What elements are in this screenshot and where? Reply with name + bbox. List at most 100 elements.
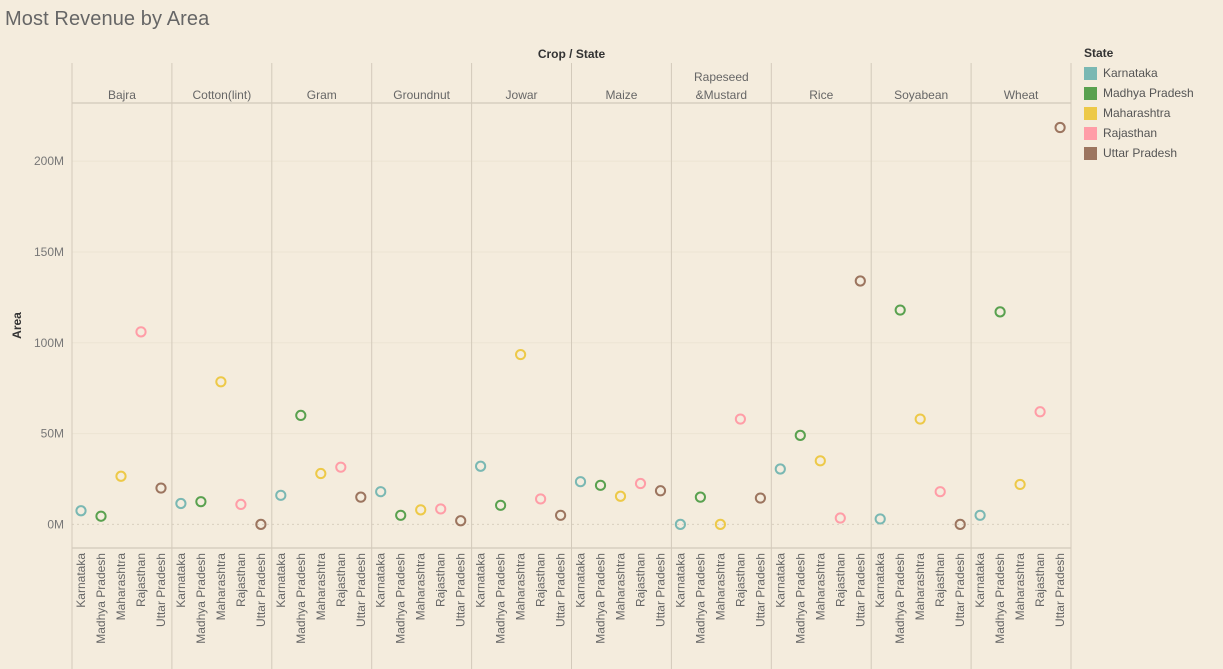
legend-label: Madhya Pradesh <box>1103 86 1194 100</box>
x-tick-label: Rajasthan <box>1033 553 1047 607</box>
data-point <box>135 326 147 338</box>
x-tick-label: Rajasthan <box>833 553 847 607</box>
data-point <box>834 512 846 524</box>
x-tick-label: Madhya Pradesh <box>893 553 907 644</box>
x-tick-label: Karnataka <box>374 553 388 608</box>
x-tick-label: Maharashtra <box>713 553 727 621</box>
data-point <box>814 455 826 467</box>
x-tick-label: Maharashtra <box>414 553 428 621</box>
data-point <box>754 492 767 504</box>
legend[interactable]: State Karnataka Madhya Pradesh Maharashtra… <box>1084 46 1194 163</box>
data-point <box>355 491 367 503</box>
x-tick-label: Uttar Pradesh <box>154 553 168 627</box>
x-tick-label: Maharashtra <box>514 553 528 621</box>
data-point <box>914 413 926 425</box>
y-tick-label: 0M <box>47 517 64 531</box>
data-point <box>1054 121 1066 134</box>
x-tick-label: Maharashtra <box>614 553 628 621</box>
legend-label: Uttar Pradesh <box>1103 146 1178 160</box>
data-point <box>195 496 207 508</box>
y-tick-label: 100M <box>34 336 64 350</box>
data-point <box>734 413 747 425</box>
data-point <box>714 518 727 530</box>
x-tick-label: Madhya Pradesh <box>94 553 108 644</box>
x-tick-label: Uttar Pradesh <box>1053 553 1067 627</box>
data-point <box>535 493 547 505</box>
x-tick-label: Rajasthan <box>334 553 348 607</box>
crop-header: Bajra <box>108 88 136 102</box>
data-point <box>415 504 427 516</box>
x-tick-label: Karnataka <box>773 553 787 608</box>
data-point <box>954 518 966 530</box>
legend-item[interactable]: Uttar Pradesh <box>1084 143 1194 163</box>
crop-header: Rice <box>809 88 833 102</box>
x-tick-label: Uttar Pradesh <box>354 553 368 627</box>
x-tick-label: Karnataka <box>574 553 588 608</box>
y-tick-label: 50M <box>41 427 64 441</box>
x-tick-label: Rajasthan <box>234 553 248 607</box>
x-tick-label: Rajasthan <box>933 553 947 607</box>
legend-label: Maharashtra <box>1103 106 1171 120</box>
crop-header: Groundnut <box>393 88 450 102</box>
data-point <box>495 499 507 511</box>
x-tick-label: Uttar Pradesh <box>554 553 568 627</box>
x-tick-label: Maharashtra <box>114 553 128 621</box>
x-tick-label: Karnataka <box>274 553 288 608</box>
x-tick-label: Karnataka <box>474 553 488 608</box>
legend-item[interactable]: Rajasthan <box>1084 123 1194 143</box>
x-tick-label: Uttar Pradesh <box>454 553 468 627</box>
data-point <box>614 490 627 502</box>
data-point <box>794 429 806 441</box>
legend-item[interactable]: Maharashtra <box>1084 103 1194 123</box>
y-tick-label: 200M <box>34 154 64 168</box>
legend-item[interactable]: Karnataka <box>1084 63 1194 83</box>
data-point <box>115 470 127 482</box>
x-tick-label: Rajasthan <box>534 553 548 607</box>
crop-header: Jowar <box>506 88 538 102</box>
data-point <box>934 486 946 498</box>
data-point <box>634 477 647 490</box>
data-point <box>375 486 387 498</box>
x-tick-label: Karnataka <box>973 553 987 608</box>
data-point <box>275 489 287 501</box>
column-header: Crop / State <box>538 47 606 61</box>
data-point <box>574 476 587 488</box>
x-tick-label: Uttar Pradesh <box>953 553 967 627</box>
x-tick-label: Maharashtra <box>913 553 927 621</box>
legend-title: State <box>1084 46 1114 60</box>
legend-swatch <box>1084 66 1097 80</box>
chart-title: Most Revenue by Area <box>5 8 210 30</box>
data-point <box>155 482 167 494</box>
x-tick-label: Rajasthan <box>733 553 747 607</box>
x-tick-label: Karnataka <box>873 553 887 608</box>
x-tick-label: Rajasthan <box>634 553 648 607</box>
x-tick-label: Maharashtra <box>214 553 228 621</box>
legend-swatch <box>1084 146 1097 160</box>
data-point <box>854 275 866 287</box>
legend-item[interactable]: Madhya Pradesh <box>1084 83 1194 103</box>
crop-header: Wheat <box>1004 88 1039 102</box>
data-point <box>75 505 87 517</box>
data-point <box>774 463 786 475</box>
data-point <box>175 497 187 510</box>
x-tick-label: Madhya Pradesh <box>394 553 408 644</box>
data-point <box>1014 478 1026 491</box>
x-tick-label: Karnataka <box>174 553 188 608</box>
x-tick-label: Rajasthan <box>434 553 448 607</box>
y-tick-label: 150M <box>34 245 64 259</box>
x-tick-label: Madhya Pradesh <box>993 553 1007 644</box>
crop-header: &Mustard <box>696 88 747 102</box>
legend-swatch <box>1084 126 1097 140</box>
crop-header: Rapeseed <box>694 70 749 84</box>
x-tick-label: Madhya Pradesh <box>294 553 308 644</box>
data-point <box>475 460 487 472</box>
crop-header: Maize <box>605 88 637 102</box>
x-tick-label: Maharashtra <box>314 553 328 621</box>
legend-swatch <box>1084 86 1097 100</box>
data-point <box>235 498 247 511</box>
x-tick-label: Madhya Pradesh <box>793 553 807 644</box>
data-point <box>295 409 307 422</box>
data-point <box>894 304 906 316</box>
data-point <box>654 485 667 497</box>
